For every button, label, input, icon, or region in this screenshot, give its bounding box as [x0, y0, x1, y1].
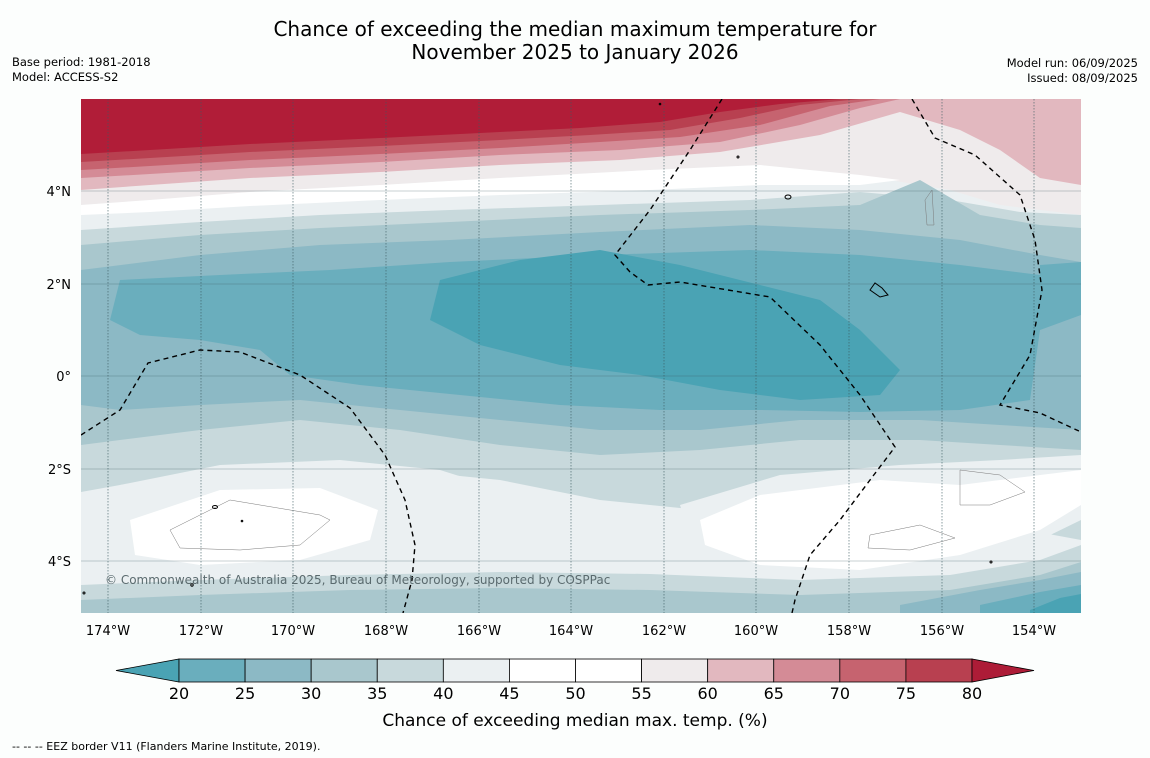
colorbar-tick-label: 60	[697, 684, 717, 703]
lon-label: 158°W	[827, 624, 871, 639]
copyright-text: © Commonwealth of Australia 2025, Bureau…	[105, 573, 610, 587]
contour-south-east-45	[700, 470, 1081, 570]
lon-label: 168°W	[364, 624, 408, 639]
contour-top-80	[81, 99, 840, 154]
eez-borders	[81, 99, 1081, 613]
contour-bottom-lowest	[1030, 594, 1081, 613]
colorbar-swatch	[376, 658, 444, 683]
meta-right: Model run: 06/09/2025 Issued: 08/09/2025	[1007, 56, 1138, 86]
colorbar-swatch	[773, 658, 841, 683]
lat-label: 2°N	[47, 278, 72, 293]
colorbar-swatch	[575, 658, 642, 683]
lon-label: 154°W	[1012, 624, 1056, 639]
lat-label: 4°S	[48, 555, 71, 570]
lon-label: 172°W	[179, 624, 223, 639]
chart-title: Chance of exceeding the median maximum t…	[0, 18, 1150, 64]
lon-label: 170°W	[271, 624, 315, 639]
colorbar-swatch	[509, 658, 576, 683]
islands	[82, 102, 993, 595]
colorbar-tick-label: 25	[235, 684, 255, 703]
colorbar-ticks: 20 25 30 35 40 45 50 55 60 65 70 75 80	[169, 684, 982, 703]
colorbar-tick-label: 40	[433, 684, 453, 703]
colorbar-swatch	[839, 658, 907, 683]
colorbar-tick-label: 45	[499, 684, 519, 703]
map-area: © Commonwealth of Australia 2025, Bureau…	[81, 99, 1081, 613]
latitude-labels: 4°N 2°N 0° 2°S 4°S	[47, 185, 72, 570]
meta-left: Base period: 1981-2018 Model: ACCESS-S2	[12, 55, 151, 85]
colorbar-swatch	[442, 658, 510, 683]
colorbar-tick-label: 30	[301, 684, 321, 703]
colorbar-extend-low	[115, 658, 180, 683]
lat-label: 2°S	[48, 463, 71, 478]
contour-south-45	[130, 488, 378, 565]
colorbar-tick-label: 50	[565, 684, 585, 703]
colorbar-extend-high	[971, 658, 1035, 683]
lon-label: 156°W	[920, 624, 964, 639]
colorbar-tick-label: 80	[962, 684, 982, 703]
eez-legend-note: -- -- -- EEZ border V11 (Flanders Marine…	[12, 740, 321, 753]
colorbar-tick-label: 65	[764, 684, 784, 703]
colorbar-label: Chance of exceeding median max. temp. (%…	[382, 711, 767, 731]
lat-label: 4°N	[47, 185, 72, 200]
colorbar-swatch	[641, 658, 709, 683]
colorbar-tick-label: 70	[830, 684, 850, 703]
contour-lines	[169, 189, 1026, 551]
lat-label: 0°	[56, 370, 71, 385]
lon-label: 160°W	[734, 624, 778, 639]
colorbar-tick-label: 20	[169, 684, 189, 703]
title-line-1: Chance of exceeding the median maximum t…	[273, 17, 877, 41]
colorbar-tick-label: 75	[896, 684, 916, 703]
colorbar-swatch	[707, 658, 775, 683]
model-run: Model run: 06/09/2025	[1006, 56, 1138, 70]
colorbar-swatch	[905, 658, 973, 683]
latitude-gridlines	[81, 190, 1081, 562]
colorbar-tick-label: 35	[367, 684, 387, 703]
contour-small-low	[385, 308, 418, 328]
model-name: Model: ACCESS-S2	[12, 70, 119, 84]
contour-below-20	[430, 250, 900, 400]
lon-label: 166°W	[457, 624, 501, 639]
contour-below-20-east	[1040, 262, 1081, 315]
colorbar: 20 25 30 35 40 45 50 55 60 65 70 75 80 Chance of exc…	[115, 658, 1035, 731]
contour-top-white	[81, 165, 900, 215]
colorbar-swatches	[115, 658, 1035, 683]
issued-date: Issued: 08/09/2025	[1027, 71, 1138, 85]
colorbar-swatch	[244, 658, 312, 683]
colorbar-swatch	[310, 658, 378, 683]
lon-label: 174°W	[86, 624, 130, 639]
lon-label: 164°W	[549, 624, 593, 639]
lon-label: 162°W	[642, 624, 686, 639]
longitude-labels: 174°W 172°W 170°W 168°W 166°W 164°W 162°…	[86, 624, 1056, 639]
colorbar-swatch	[178, 658, 246, 683]
colorbar-tick-label: 55	[631, 684, 651, 703]
title-line-2: November 2025 to January 2026	[411, 40, 739, 64]
contour-bottom-30	[81, 562, 1081, 613]
base-period: Base period: 1981-2018	[12, 55, 151, 69]
